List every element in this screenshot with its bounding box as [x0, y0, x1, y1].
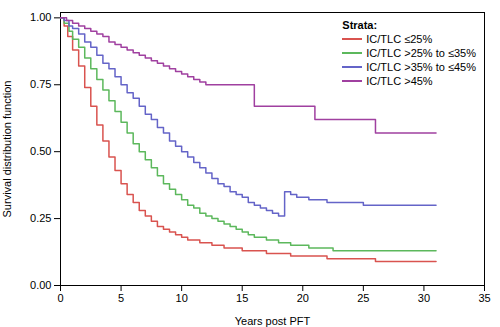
svg-text:0.50: 0.50 — [30, 145, 51, 157]
svg-text:0: 0 — [57, 292, 63, 304]
svg-text:20: 20 — [297, 292, 309, 304]
svg-text:35: 35 — [478, 292, 490, 304]
svg-text:1.00: 1.00 — [30, 11, 51, 23]
svg-text:0.00: 0.00 — [30, 279, 51, 291]
svg-text:15: 15 — [236, 292, 248, 304]
svg-text:30: 30 — [418, 292, 430, 304]
svg-text:5: 5 — [118, 292, 124, 304]
html-text:IC/TLC ≤25%: IC/TLC ≤25% — [366, 33, 433, 45]
svg-text:0.25: 0.25 — [30, 212, 51, 224]
svg-text:10: 10 — [176, 292, 188, 304]
svg-text:25: 25 — [357, 292, 369, 304]
html-text:IC/TLC >35% to ≤45%: IC/TLC >35% to ≤45% — [366, 61, 476, 73]
html-text:Strata:: Strata: — [342, 19, 378, 31]
html-text:IC/TLC >45%: IC/TLC >45% — [366, 75, 433, 87]
html-text:IC/TLC >25% to ≤35%: IC/TLC >25% to ≤35% — [366, 47, 476, 59]
svg-text:0.75: 0.75 — [30, 78, 51, 90]
svg-text:Years post PFT: Years post PFT — [235, 315, 311, 327]
svg-text:Survival distribution function: Survival distribution function — [1, 81, 13, 218]
